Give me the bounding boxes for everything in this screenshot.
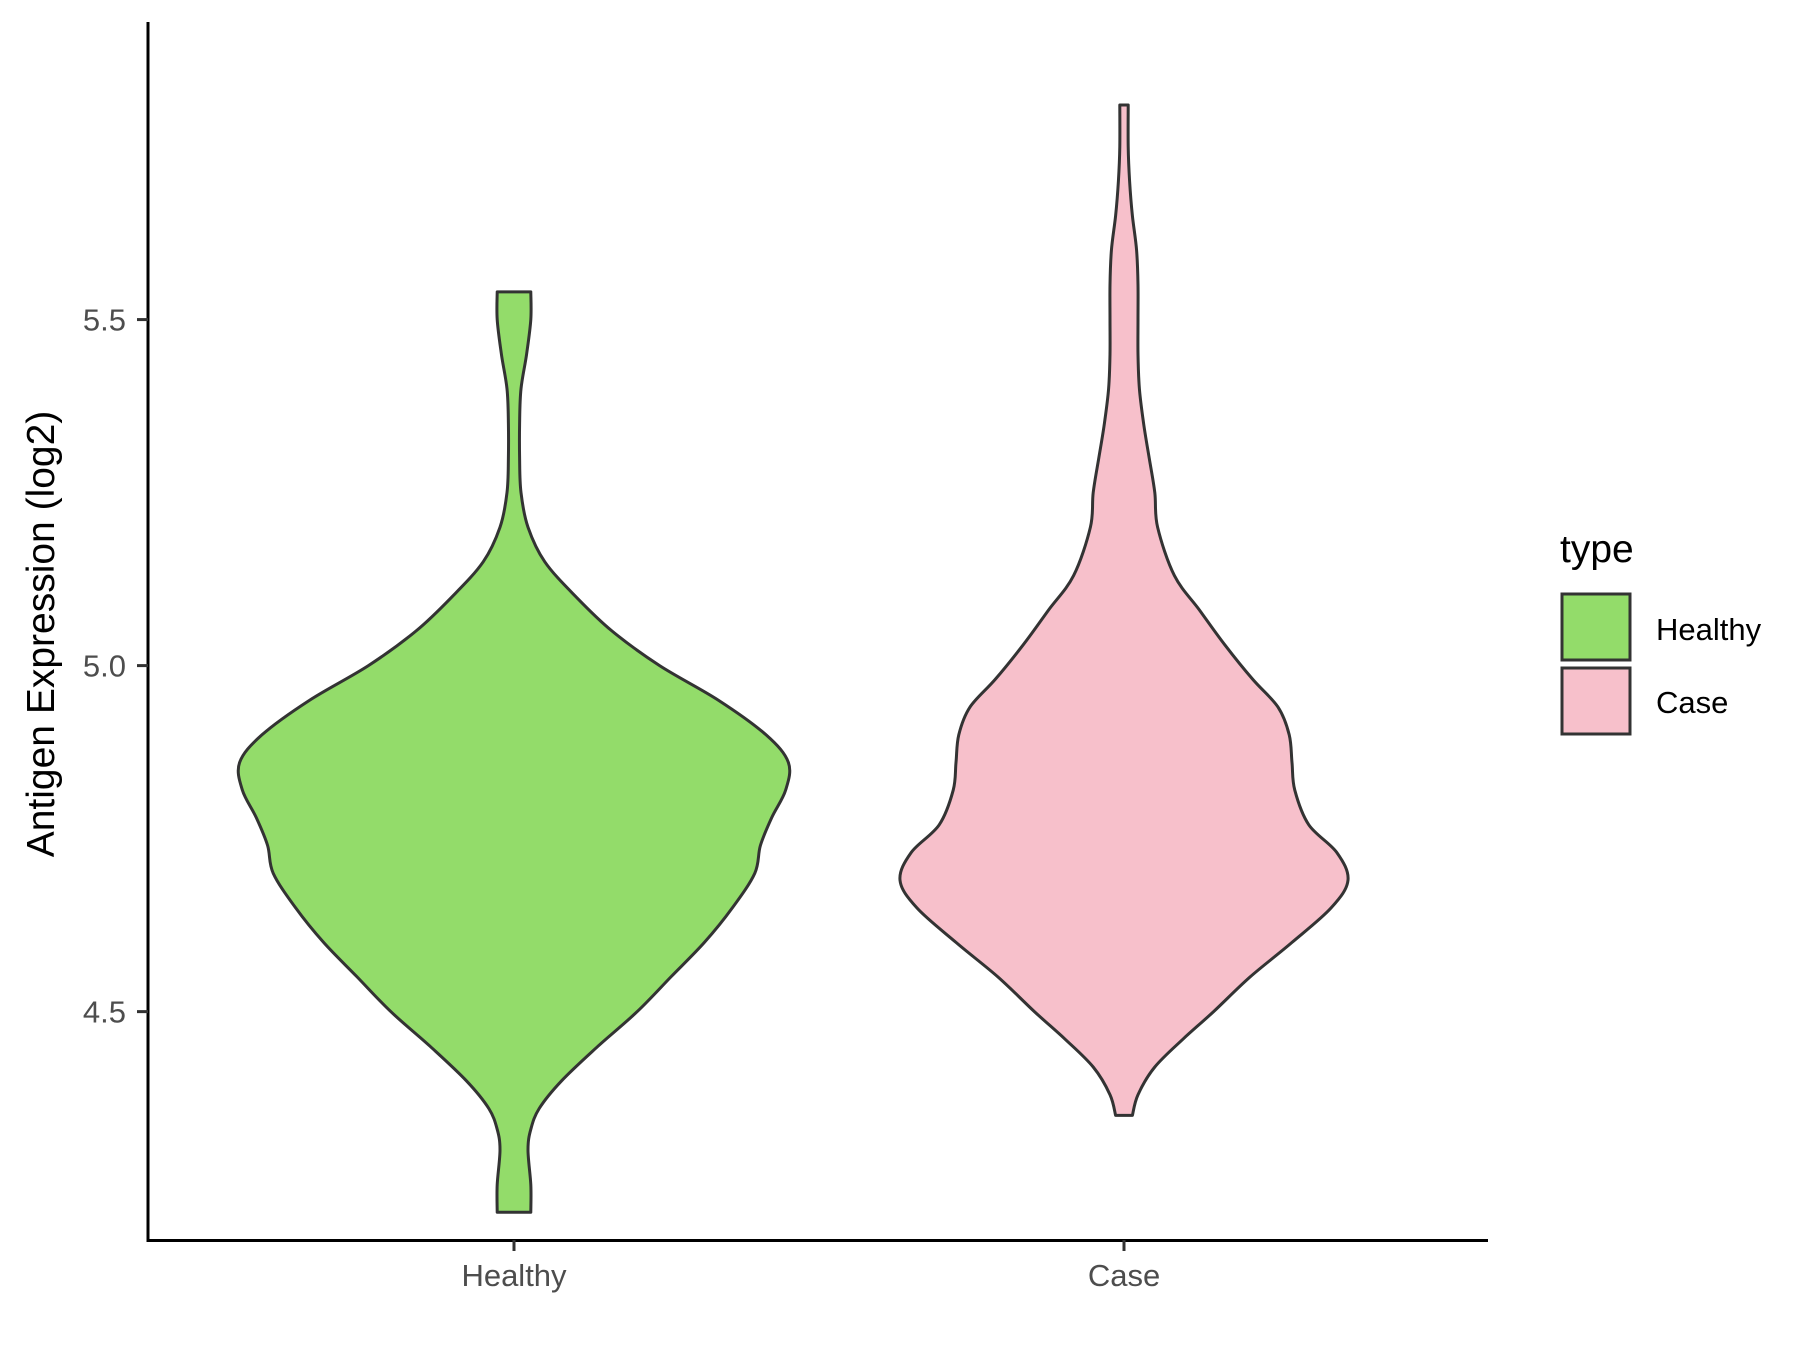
legend-label-healthy: Healthy [1656, 612, 1762, 647]
violin-healthy [236, 290, 792, 1214]
y-tick-label: 5.5 [83, 303, 126, 338]
x-ticks-layer: Healthy Case [461, 1240, 1160, 1293]
legend-label-case: Case [1656, 685, 1728, 720]
legend: type Healthy Case [1560, 528, 1762, 736]
x-tick-label-healthy: Healthy [461, 1258, 567, 1293]
legend-title: type [1560, 528, 1634, 571]
y-axis-title: Antigen Expression (log2) [20, 411, 63, 858]
violin-case [898, 103, 1350, 1117]
y-ticks-layer: 4.5 5.0 5.5 [83, 303, 148, 1030]
x-tick-label-case: Case [1088, 1258, 1160, 1293]
y-tick-label: 5.0 [83, 649, 126, 684]
legend-key-case [1560, 666, 1632, 736]
violins-layer [236, 103, 1350, 1214]
legend-key-healthy [1560, 592, 1632, 662]
y-tick-label: 4.5 [83, 995, 126, 1030]
